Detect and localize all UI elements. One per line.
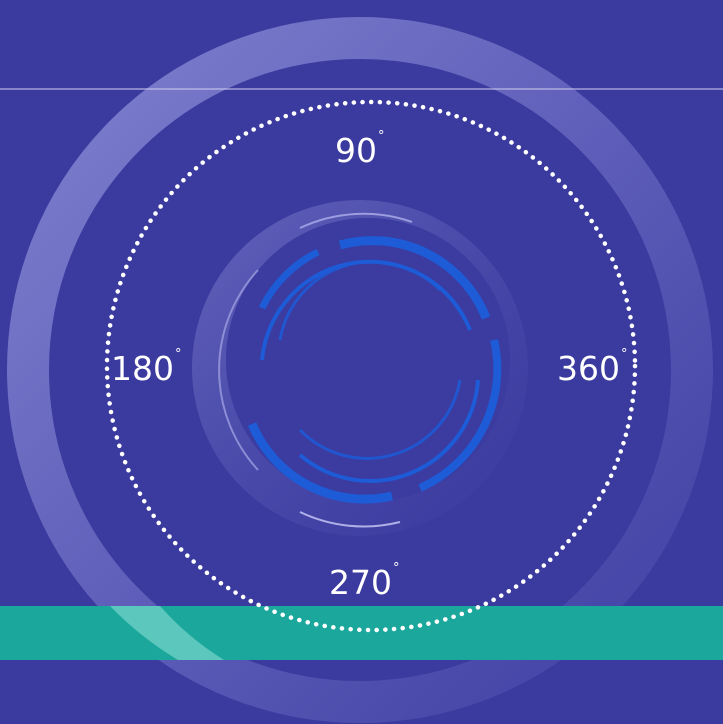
blue-arc-inner-4 — [298, 379, 462, 460]
blue-arc-top — [338, 236, 491, 320]
label-360-value: 360 — [557, 349, 620, 388]
blue-arc-inner-3 — [278, 260, 442, 341]
label-90-value: 90 — [335, 131, 377, 170]
label-180-unit: ° — [175, 347, 182, 362]
blue-arc-inner-2 — [298, 379, 480, 483]
label-180-value: 180 — [111, 349, 174, 388]
label-360-unit: ° — [621, 347, 628, 362]
label-270-value: 270 — [329, 563, 392, 602]
blue-arc-left-top — [258, 248, 320, 310]
label-270: 270° — [329, 562, 400, 602]
blue-arcs — [247, 236, 502, 504]
thin-arc-3 — [299, 511, 401, 528]
dotted-circle — [104, 99, 638, 633]
outer-ring — [7, 17, 713, 723]
thin-arc-1 — [299, 212, 413, 229]
label-360: 360° — [557, 348, 628, 388]
blue-arc-bottom-left — [247, 422, 394, 504]
label-90-unit: ° — [378, 129, 385, 144]
teal-band — [0, 606, 723, 660]
label-180: 180° — [111, 348, 182, 388]
outer-ring-band-overlap — [110, 606, 224, 660]
blue-arc-right — [418, 339, 502, 492]
thin-arc-2 — [218, 269, 259, 471]
label-270-unit: ° — [393, 561, 400, 576]
label-90: 90° — [335, 130, 385, 170]
